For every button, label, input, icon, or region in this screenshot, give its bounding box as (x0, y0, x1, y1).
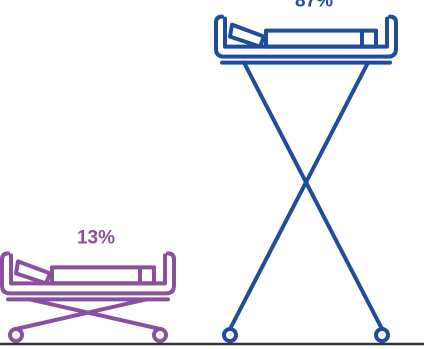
bed-frame (0, 251, 176, 296)
bed-group: 13% 87% (0, 0, 398, 343)
bed-value-label: 13% (77, 227, 115, 248)
bed-wheel-left (8, 327, 24, 343)
bed-frame (214, 14, 398, 59)
bed-leg-left (242, 60, 384, 331)
bed-wheel-right (152, 327, 168, 343)
bed-pillow (14, 259, 52, 286)
bed-leg-left (28, 297, 162, 331)
bed-leg-right (14, 297, 148, 331)
bed-mattress (50, 265, 156, 286)
bed-leg-right (228, 60, 370, 331)
bed-mark (214, 14, 398, 343)
bed-mark (0, 251, 176, 343)
bed-value-label: 87% (295, 0, 333, 12)
bed-pillow (228, 22, 266, 49)
bed-wheel-left (222, 327, 238, 343)
bed-wheel-right (374, 327, 390, 343)
bed-mattress (264, 28, 378, 49)
